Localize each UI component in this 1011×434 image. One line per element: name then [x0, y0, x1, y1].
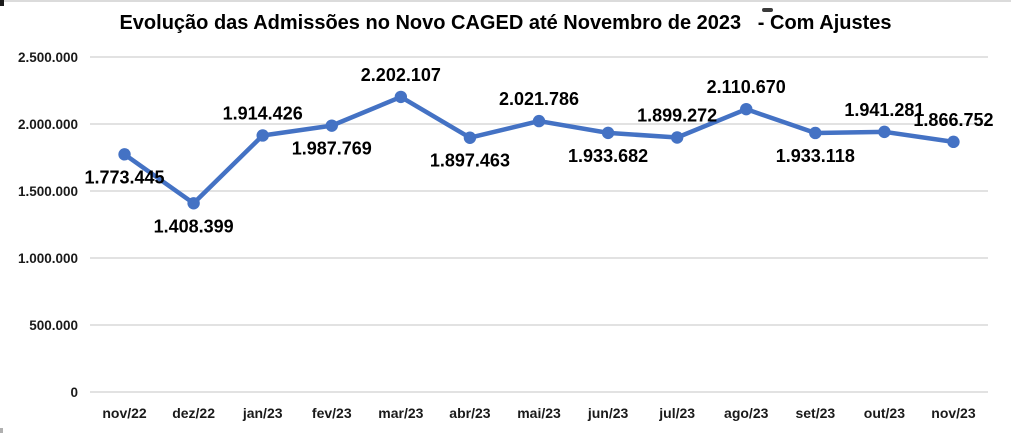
data-point-label: 1.899.272 — [637, 105, 717, 125]
y-axis-tick-label: 1.000.000 — [18, 251, 78, 266]
data-point-label: 1.773.445 — [84, 167, 164, 187]
data-point-label: 1.408.399 — [154, 216, 234, 236]
x-axis-tick-label: mai/23 — [517, 405, 561, 421]
y-axis-tick-label: 1.500.000 — [18, 184, 78, 199]
x-axis-tick-label: ago/23 — [724, 405, 769, 421]
data-point-marker — [670, 131, 684, 144]
data-point-marker — [394, 90, 408, 104]
chart-title: Evolução das Admissões no Novo CAGED até… — [119, 12, 892, 34]
data-point-marker — [325, 119, 338, 132]
corner-artifact — [0, 0, 4, 6]
x-axis-tick-label: nov/23 — [931, 405, 976, 421]
x-axis-tick-label: abr/23 — [449, 405, 490, 421]
data-point-marker — [187, 197, 200, 210]
data-point-marker — [532, 114, 546, 128]
x-axis-tick-label: out/23 — [864, 405, 905, 421]
x-axis-tick-label: jun/23 — [587, 405, 629, 421]
data-point-label: 2.021.786 — [499, 89, 579, 109]
edge-artifact — [0, 428, 3, 433]
data-point-label: 1.897.463 — [430, 151, 510, 171]
data-point-label: 1.866.752 — [913, 110, 993, 130]
y-axis-tick-label: 2.000.000 — [18, 117, 78, 132]
data-point-label: 1.987.769 — [292, 139, 372, 159]
x-axis-tick-label: nov/22 — [102, 405, 147, 421]
data-point-label: 1.941.281 — [844, 100, 924, 120]
data-point-marker — [947, 135, 960, 149]
data-point-label: 1.914.426 — [223, 103, 303, 123]
y-axis-tick-label: 0 — [70, 385, 78, 400]
data-point-marker — [256, 129, 269, 142]
data-point-marker — [601, 126, 615, 140]
x-axis-tick-label: mar/23 — [378, 405, 423, 421]
data-point-marker — [878, 125, 891, 139]
data-point-label: 1.933.118 — [776, 146, 855, 166]
y-axis-tick-label: 500.000 — [29, 318, 78, 333]
data-point-label: 1.933.682 — [568, 146, 648, 166]
x-axis-tick-label: dez/22 — [172, 405, 215, 421]
y-axis-tick-label: 2.500.000 — [18, 50, 78, 65]
x-axis-tick-label: jan/23 — [242, 405, 283, 421]
selection-handle-artifact — [762, 8, 773, 12]
data-point-marker — [118, 148, 131, 161]
x-axis-tick-label: fev/23 — [312, 405, 352, 421]
x-axis-tick-label: set/23 — [795, 405, 835, 421]
data-point-marker — [809, 126, 822, 140]
data-point-marker — [463, 131, 477, 144]
data-point-label: 2.110.670 — [707, 77, 786, 97]
screen-edge-artifact — [0, 0, 1011, 2]
x-axis-tick-label: jul/23 — [658, 405, 695, 421]
data-point-marker — [740, 102, 753, 116]
data-point-label: 2.202.107 — [361, 65, 441, 85]
